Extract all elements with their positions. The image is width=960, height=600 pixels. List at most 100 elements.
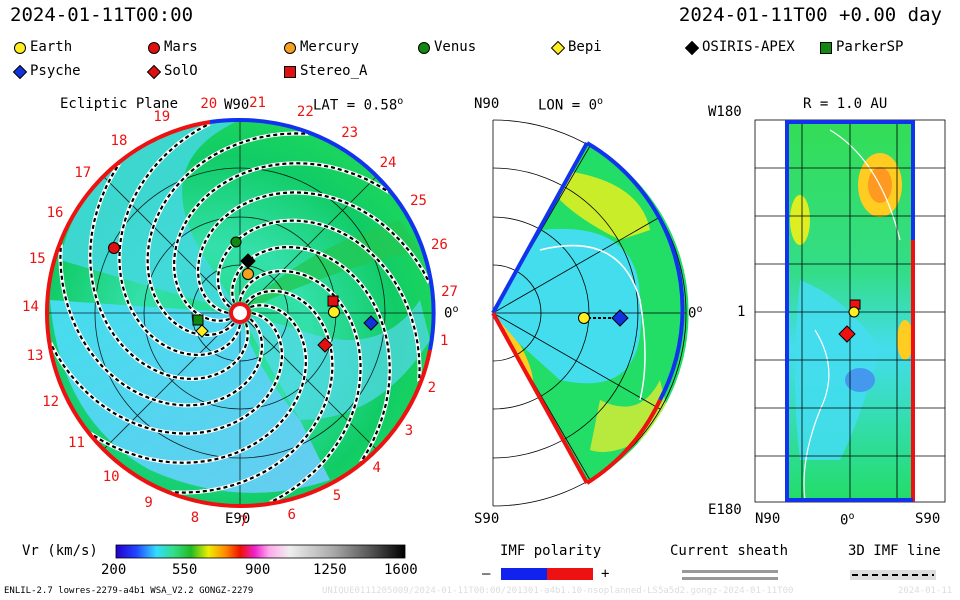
colorbar-tick: 1250 bbox=[313, 562, 347, 578]
imf-line bbox=[172, 162, 390, 322]
ecliptic-mercury-marker bbox=[242, 268, 254, 280]
legend-stereo-a-marker bbox=[284, 66, 296, 78]
timestamp-label: 2024-01-11T00:00 bbox=[10, 4, 194, 26]
synoptic-bottom-label: E180 bbox=[708, 502, 742, 518]
ecliptic-speed-map bbox=[50, 120, 430, 493]
legend-earth-label: Earth bbox=[30, 39, 73, 55]
meridional-rim-negative bbox=[585, 141, 685, 401]
legend-osiris-apex-label: OSIRIS-APEX bbox=[702, 39, 795, 55]
legend-parkersp-label: ParkerSP bbox=[836, 39, 904, 55]
imf-line bbox=[196, 191, 431, 315]
ecliptic-right-label: 0o bbox=[444, 304, 459, 322]
legend-osiris-apex-marker bbox=[684, 40, 700, 56]
imf-line bbox=[171, 289, 334, 494]
legend-parkersp-marker bbox=[820, 42, 832, 54]
ecliptic-bodies bbox=[108, 236, 379, 353]
imf-polarity-title: IMF polarity bbox=[500, 543, 602, 559]
meridional-top-label: N90 bbox=[474, 96, 500, 112]
model-footer: ENLIL-2.7 lowres-2279-a4b1 WSA_V2.2 GONG… bbox=[4, 586, 254, 596]
legend-stereo-a-label: Stereo_A bbox=[300, 63, 368, 79]
legend-solo-marker bbox=[146, 64, 162, 80]
carrington-label: 1 bbox=[439, 333, 449, 350]
carrington-label: 3 bbox=[404, 423, 414, 440]
carrington-label: 10 bbox=[102, 469, 120, 486]
carrington-label: 25 bbox=[410, 192, 427, 209]
run-id-footer: UNIQUE0111205009/2024-01-11T00:00/201301… bbox=[322, 586, 794, 596]
legend-earth-marker bbox=[14, 42, 26, 54]
legend-mars-label: Mars bbox=[164, 39, 198, 55]
ecliptic-venus-marker bbox=[230, 236, 242, 248]
legend-venus-label: Venus bbox=[434, 39, 477, 55]
meridional-psyche-marker bbox=[611, 309, 629, 327]
colorbar-label: Vr (km/s) bbox=[22, 543, 98, 559]
ecliptic-bepi-marker bbox=[195, 324, 209, 338]
legend-psyche-marker bbox=[12, 64, 28, 80]
colorbar-tick: 200 bbox=[101, 562, 127, 578]
imf-line bbox=[90, 304, 308, 464]
ecliptic-rim-positive bbox=[44, 120, 432, 509]
synoptic-solo-marker bbox=[838, 325, 856, 343]
synoptic-x-label-s90: S90 bbox=[915, 511, 941, 527]
imf-line bbox=[59, 244, 264, 407]
ecliptic-earth-marker bbox=[328, 306, 340, 318]
carrington-label: 24 bbox=[379, 154, 397, 171]
imf-line bbox=[216, 219, 421, 382]
meridional-current-sheet bbox=[539, 244, 646, 401]
imf-line bbox=[89, 163, 249, 381]
synoptic-x-label-n90: N90 bbox=[755, 511, 781, 527]
synoptic-title: R = 1.0 AU bbox=[803, 96, 888, 112]
carrington-label: 26 bbox=[430, 236, 448, 253]
legend-venus-marker bbox=[418, 42, 430, 54]
carrington-label: 17 bbox=[74, 165, 92, 182]
current-sheath-swatch bbox=[682, 570, 778, 580]
colorbar-tick: 1600 bbox=[384, 562, 418, 578]
carrington-label: 6 bbox=[287, 506, 296, 523]
carrington-label: 2 bbox=[427, 380, 437, 397]
carrington-label: 23 bbox=[341, 124, 359, 141]
carrington-label: 14 bbox=[22, 299, 39, 316]
ecliptic-panel bbox=[44, 117, 436, 509]
synoptic-current-sheet bbox=[829, 129, 901, 241]
carrington-label: 12 bbox=[42, 393, 60, 410]
legend-mercury-marker bbox=[284, 42, 296, 54]
speed-colorbar bbox=[115, 544, 406, 559]
imf-line bbox=[238, 269, 362, 504]
imf-positive-swatch bbox=[547, 568, 593, 580]
sun-marker bbox=[229, 302, 251, 324]
ecliptic-imf-lines bbox=[48, 121, 432, 505]
carrington-label: 4 bbox=[372, 460, 381, 477]
carrington-label: 18 bbox=[110, 132, 128, 149]
current-sheath-title: Current sheath bbox=[670, 543, 789, 559]
carrington-label: 5 bbox=[332, 488, 342, 505]
carrington-label: 20 bbox=[200, 96, 218, 113]
legend-psyche-label: Psyche bbox=[30, 63, 81, 79]
legend-mercury-label: Mercury bbox=[300, 39, 360, 55]
legend-mars-marker bbox=[148, 42, 160, 54]
colorbar-tick: 900 bbox=[245, 562, 271, 578]
meridional-bottom-label: S90 bbox=[474, 511, 500, 527]
carrington-label: 11 bbox=[68, 435, 85, 452]
carrington-label: 15 bbox=[28, 250, 46, 267]
imf-line bbox=[118, 122, 242, 357]
time-footer: 2024-01-11 bbox=[898, 586, 953, 596]
synoptic-top-label: W180 bbox=[708, 104, 742, 120]
carrington-label: 7 bbox=[239, 513, 248, 530]
legend-solo-label: SolO bbox=[164, 63, 198, 79]
imf3d-title: 3D IMF line bbox=[848, 543, 941, 559]
legend-markers bbox=[12, 40, 832, 80]
imf-negative-swatch bbox=[501, 568, 547, 580]
ecliptic-psyche-marker bbox=[363, 315, 379, 331]
ecliptic-parkersp-marker bbox=[192, 314, 204, 326]
legend-bepi-label: Bepi bbox=[568, 39, 602, 55]
meridional-earth-marker bbox=[578, 312, 590, 324]
relative-time-label: 2024-01-11T00 +0.00 day bbox=[678, 4, 942, 26]
carrington-label: 8 bbox=[190, 509, 200, 526]
ecliptic-top-label: W90 bbox=[224, 97, 250, 113]
ecliptic-mars-marker bbox=[108, 242, 120, 254]
carrington-label: 13 bbox=[26, 347, 44, 364]
carrington-label: 27 bbox=[441, 284, 458, 301]
synoptic-earth-marker bbox=[848, 306, 860, 318]
synoptic-panel bbox=[754, 119, 946, 503]
imf-line bbox=[49, 311, 284, 435]
